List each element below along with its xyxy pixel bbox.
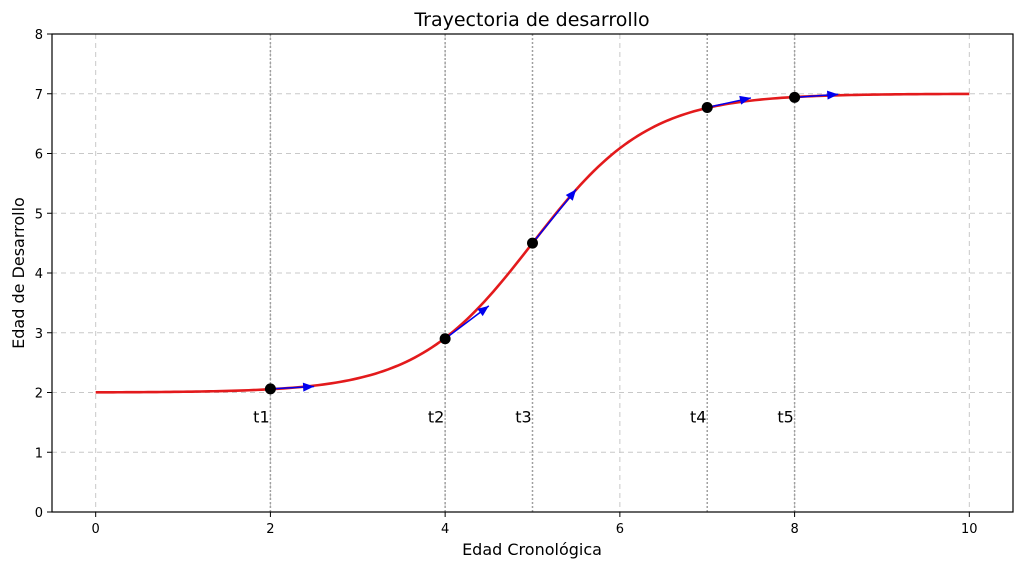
y-tick-label: 0 xyxy=(35,506,43,521)
x-tick-label: 4 xyxy=(441,522,449,537)
arrow-head xyxy=(302,382,315,392)
x-tick-label: 8 xyxy=(790,522,798,537)
y-tick-label: 1 xyxy=(35,446,43,461)
arrow-head xyxy=(739,95,751,105)
y-tick-label: 5 xyxy=(35,207,43,222)
arrow-shaft xyxy=(531,188,577,244)
x-tick-label: 2 xyxy=(266,522,274,537)
x-axis-ticks: 0 2 4 6 8 10 xyxy=(92,512,978,537)
tangent-arrow xyxy=(531,188,577,244)
tangent-arrow xyxy=(444,305,490,340)
data-point-t1 xyxy=(264,383,276,395)
y-tick-label: 4 xyxy=(35,267,43,282)
x-tick-label: 10 xyxy=(961,522,978,537)
x-tick-label: 0 xyxy=(92,522,100,537)
arrow-head xyxy=(477,305,489,317)
y-axis-ticks: 0 1 2 3 4 5 6 7 8 xyxy=(35,28,52,521)
data-point-t2 xyxy=(439,333,451,345)
y-tick-label: 7 xyxy=(35,88,43,103)
tangent-arrow xyxy=(270,382,315,392)
chart-title: Trayectoria de desarrollo xyxy=(413,9,649,31)
time-label-t5: t5 xyxy=(777,407,793,426)
time-label-t1: t1 xyxy=(253,407,269,426)
y-tick-label: 6 xyxy=(35,148,43,163)
time-point-labels: t1 t2 t3 t4 t5 xyxy=(253,407,794,426)
x-tick-label: 6 xyxy=(616,522,624,537)
arrow-head xyxy=(826,90,839,100)
time-label-t4: t4 xyxy=(690,407,706,426)
time-points xyxy=(264,91,801,395)
y-tick-label: 8 xyxy=(35,28,43,43)
data-point-t4 xyxy=(701,101,713,113)
arrow-head xyxy=(565,189,577,201)
tangent-arrow xyxy=(794,90,839,100)
y-axis-label: Edad de Desarrollo xyxy=(9,197,28,349)
tangent-arrow xyxy=(707,95,752,109)
time-label-t3: t3 xyxy=(515,407,531,426)
y-tick-label: 2 xyxy=(35,387,43,402)
time-label-t2: t2 xyxy=(428,407,444,426)
data-point-t5 xyxy=(789,91,801,103)
grid xyxy=(52,33,1013,513)
x-axis-label: Edad Cronológica xyxy=(462,540,602,559)
data-point-t3 xyxy=(527,237,538,249)
y-tick-label: 3 xyxy=(35,327,43,342)
tangent-arrows xyxy=(270,90,839,392)
